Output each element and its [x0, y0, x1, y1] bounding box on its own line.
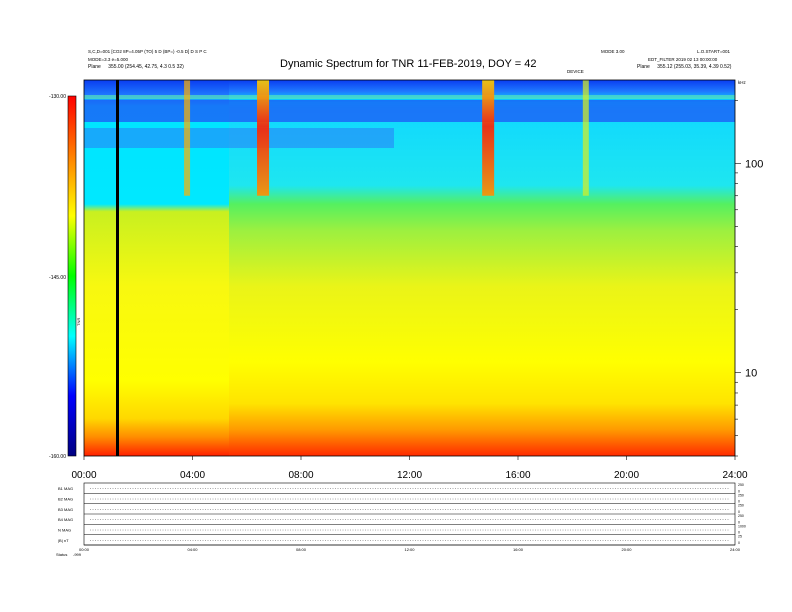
data-gap-line	[116, 80, 119, 456]
lower-x-ticks: 00:00 04:00 08:00 12:00 16:00 20:00 24:00	[79, 547, 741, 552]
lower-row-rtick-b-1: 0	[738, 500, 740, 504]
x-tick-label-3: 12:00	[397, 470, 422, 481]
lower-row-rtick-a-5: 25	[738, 535, 742, 539]
header-left-plane-label: Plane	[88, 64, 101, 70]
colorbar-tick-bottom: -160.00	[49, 454, 66, 460]
header-right-plane-value: 355.12 (255.03, 35.39, 4.39 0.52)	[657, 64, 732, 70]
lower-x-tick-4: 16:00	[513, 547, 524, 552]
lower-x-tick-1: 04:00	[187, 547, 198, 552]
spectrogram-blue-band-2	[84, 128, 394, 148]
header-mid-label: DEVICE	[567, 69, 584, 74]
colorbar-tick-top: -130.00	[49, 94, 66, 100]
spectrogram-blue-band	[84, 100, 735, 122]
header-left-line3: Plane 355.00 (254.45, 42.75, 4.3 0.5 32)	[88, 64, 184, 70]
lower-x-tick-2: 08:00	[296, 547, 307, 552]
colorbar-tick-mid: -145.00	[49, 275, 66, 281]
lower-row-rtick-b-5: 0	[738, 541, 740, 545]
header-right-top-a: MODE 3.00	[601, 49, 625, 54]
header-left-line1: S,C,D=001 [CO2 8P=4.05P (TO) 5 D (BP=) -…	[88, 49, 207, 54]
y-tick-label-1: 10	[745, 368, 757, 380]
spectrogram-frame	[83, 79, 736, 457]
header-right-top-b: L.O.START=001	[697, 49, 730, 54]
x-tick-label-1: 04:00	[180, 470, 205, 481]
lower-row-rtick-b-3: 0	[738, 520, 740, 524]
header-left-plane-value: 355.00 (254.45, 42.75, 4.3 0.5 32)	[108, 64, 184, 70]
lower-row-rtick-b-2: 0	[738, 510, 740, 514]
spectrogram-plot: 00:00 04:00 08:00 12:00 16:00 20:00 24:00 1001…	[71, 79, 763, 481]
burst-2	[482, 80, 495, 196]
corner-unit-note: kHz	[738, 80, 746, 85]
lower-row-label-5: |B| nT	[58, 538, 69, 543]
lower-row-label-0: B1 MAG	[58, 486, 73, 491]
lower-row-rtick-a-2: 250	[738, 504, 744, 508]
lower-footer-value: -999	[73, 552, 82, 557]
burst-1	[257, 80, 270, 196]
spectrogram-cyan-stripe	[84, 95, 735, 99]
x-tick-label-0: 00:00	[71, 470, 96, 481]
header-left-line2: MODE=3.3 e=5.000	[88, 57, 129, 62]
lower-footer-label: Status	[56, 552, 67, 557]
y-axis-ticks: 100 10	[735, 99, 763, 457]
header-right-line3: Plane 355.12 (255.03, 35.39, 4.39 0.52)	[637, 64, 731, 70]
lower-row-rtick-a-4: 1000	[738, 524, 746, 528]
x-axis-ticks: 00:00 04:00 08:00 12:00 16:00 20:00 24:00	[71, 470, 747, 481]
lower-row-rtick-b-0: 0	[738, 489, 740, 493]
burst-3	[582, 80, 589, 196]
burst-layer	[184, 80, 589, 196]
lower-row-label-2: B3 MAG	[58, 507, 73, 512]
colorbar-label: TNR	[76, 318, 81, 326]
colorbar: -130.00 -145.00 -160.00 TNR	[49, 94, 81, 460]
chart-title: Dynamic Spectrum for TNR 11-FEB-2019, DO…	[280, 58, 537, 70]
lower-x-tick-6: 24:00	[730, 547, 741, 552]
lower-row-rtick-b-4: 0	[738, 531, 740, 535]
lower-row-label-1: B2 MAG	[58, 497, 73, 502]
lower-row-label-4: N MAG	[58, 528, 71, 533]
time-gridlines	[83, 456, 736, 460]
header-right-plane-label: Plane	[637, 64, 650, 70]
lower-row-rtick-a-3: 250	[738, 514, 744, 518]
x-tick-label-2: 08:00	[288, 470, 313, 481]
lower-x-tick-3: 12:00	[404, 547, 415, 552]
x-tick-label-5: 20:00	[614, 470, 639, 481]
burst-0	[184, 80, 191, 196]
lower-row-label-3: B4 MAG	[58, 517, 73, 522]
y-tick-label-0: 100	[745, 158, 763, 170]
colorbar-fill	[67, 95, 77, 457]
lower-x-tick-0: 00:00	[79, 547, 90, 552]
header-right-line2: EDT_FILTER 2019 02 13 00:00:00	[648, 57, 718, 62]
x-tick-label-6: 24:00	[722, 470, 747, 481]
lower-row-rtick-a-1: 250	[738, 493, 744, 497]
x-tick-label-4: 16:00	[505, 470, 530, 481]
lower-row-rtick-a-0: 250	[738, 483, 744, 487]
lower-x-tick-5: 20:00	[621, 547, 632, 552]
